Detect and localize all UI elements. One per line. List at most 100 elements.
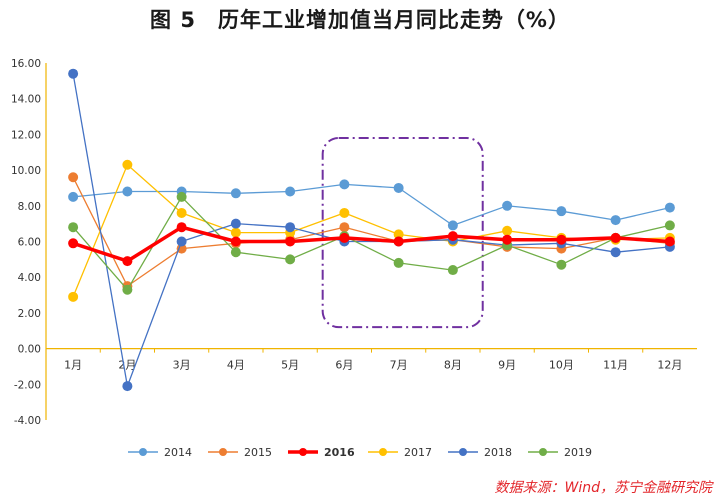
x-tick-label: 1月 — [64, 359, 82, 372]
legend-item: 2016 — [288, 446, 355, 459]
series-2017 — [68, 159, 675, 302]
x-tick-label: 7月 — [390, 359, 408, 372]
y-tick-label: 14.00 — [11, 94, 41, 106]
data-point — [502, 234, 513, 245]
data-point — [230, 247, 241, 258]
data-point — [176, 236, 187, 247]
data-point — [664, 236, 675, 247]
legend-label: 2015 — [244, 446, 272, 459]
data-point — [176, 191, 187, 202]
data-point — [68, 172, 79, 183]
data-point — [230, 227, 241, 238]
data-point — [68, 222, 79, 233]
y-tick-label: 10.00 — [11, 165, 41, 177]
y-tick-label: 12.00 — [11, 129, 41, 141]
series-2018 — [68, 68, 675, 392]
y-tick-label: -2.00 — [14, 379, 41, 391]
series-2015 — [68, 172, 675, 292]
data-point — [68, 238, 79, 249]
legend-marker — [139, 448, 147, 456]
legend-item: 2017 — [368, 446, 432, 459]
data-point — [285, 254, 296, 265]
data-point — [447, 231, 458, 242]
data-point — [610, 215, 621, 226]
data-point — [393, 229, 404, 240]
y-tick-label: 0.00 — [18, 344, 41, 356]
x-tick-label: 3月 — [173, 359, 191, 372]
legend-label: 2019 — [564, 446, 592, 459]
chart-title: 图 5 历年工业增加值当月同比走势（%） — [150, 8, 570, 32]
data-point — [176, 222, 187, 233]
x-tick-label: 10月 — [549, 359, 574, 372]
series-lines — [68, 68, 675, 392]
y-tick-label: 8.00 — [18, 201, 41, 213]
legend: 2014 2015 2016 2017 2018 2019 — [128, 446, 592, 459]
legend-marker — [379, 448, 387, 456]
data-point — [122, 381, 133, 392]
legend-item: 2015 — [208, 446, 272, 459]
data-point — [339, 232, 350, 243]
series-2014 — [68, 179, 675, 231]
data-point — [664, 202, 675, 213]
data-point — [122, 256, 133, 267]
data-point — [664, 220, 675, 231]
x-tick-label: 9月 — [498, 359, 516, 372]
data-point — [393, 257, 404, 268]
data-point — [68, 191, 79, 202]
series-line-2015 — [72, 176, 670, 287]
legend-marker — [539, 448, 547, 456]
axes: 16.00 14.00 12.00 10.00 8.00 6.00 4.00 2.00 0.00… — [11, 58, 697, 427]
x-tick-label: 8月 — [444, 359, 462, 372]
data-point — [68, 291, 79, 302]
data-point — [339, 222, 350, 233]
data-point — [230, 236, 241, 247]
source-note: 数据来源：Wind，苏宁金融研究院 — [494, 480, 713, 496]
data-point — [122, 159, 133, 170]
data-point — [285, 222, 296, 233]
data-point — [393, 182, 404, 193]
series-2016 — [68, 222, 675, 267]
data-point — [502, 200, 513, 211]
data-point — [230, 188, 241, 199]
data-point — [610, 232, 621, 243]
x-tick-label: 6月 — [335, 359, 353, 372]
x-tick-label: 4月 — [227, 359, 245, 372]
y-tick-label: 4.00 — [18, 272, 41, 284]
data-point — [556, 259, 567, 270]
data-point — [68, 68, 79, 79]
series-line-2019 — [72, 196, 671, 291]
legend-item: 2014 — [128, 446, 192, 459]
y-tick-label: -4.00 — [14, 415, 41, 427]
x-tick-label: 12月 — [657, 359, 682, 372]
data-point — [176, 207, 187, 218]
x-tick-label: 11月 — [603, 359, 628, 372]
data-point — [122, 284, 133, 295]
data-point — [447, 265, 458, 276]
series-line-2018 — [72, 73, 670, 387]
legend-label: 2016 — [324, 446, 355, 459]
series-line-2017 — [72, 164, 670, 298]
data-point — [447, 220, 458, 231]
data-point — [610, 247, 621, 258]
series-line-2014 — [73, 183, 671, 227]
legend-marker — [219, 448, 227, 456]
legend-label: 2018 — [484, 446, 512, 459]
data-point — [230, 218, 241, 229]
data-point — [556, 206, 567, 217]
legend-label: 2014 — [164, 446, 192, 459]
legend-item: 2019 — [528, 446, 592, 459]
x-tick-label: 5月 — [281, 359, 299, 372]
legend-item: 2018 — [448, 446, 512, 459]
data-point — [393, 236, 404, 247]
legend-marker — [459, 448, 467, 456]
y-tick-label: 2.00 — [18, 308, 41, 320]
y-tick-label: 6.00 — [18, 237, 41, 249]
data-point — [122, 186, 133, 197]
data-point — [176, 243, 187, 254]
data-point — [339, 207, 350, 218]
data-point — [339, 179, 350, 190]
data-point — [556, 234, 567, 245]
data-point — [285, 236, 296, 247]
y-tick-label: 16.00 — [11, 58, 41, 70]
